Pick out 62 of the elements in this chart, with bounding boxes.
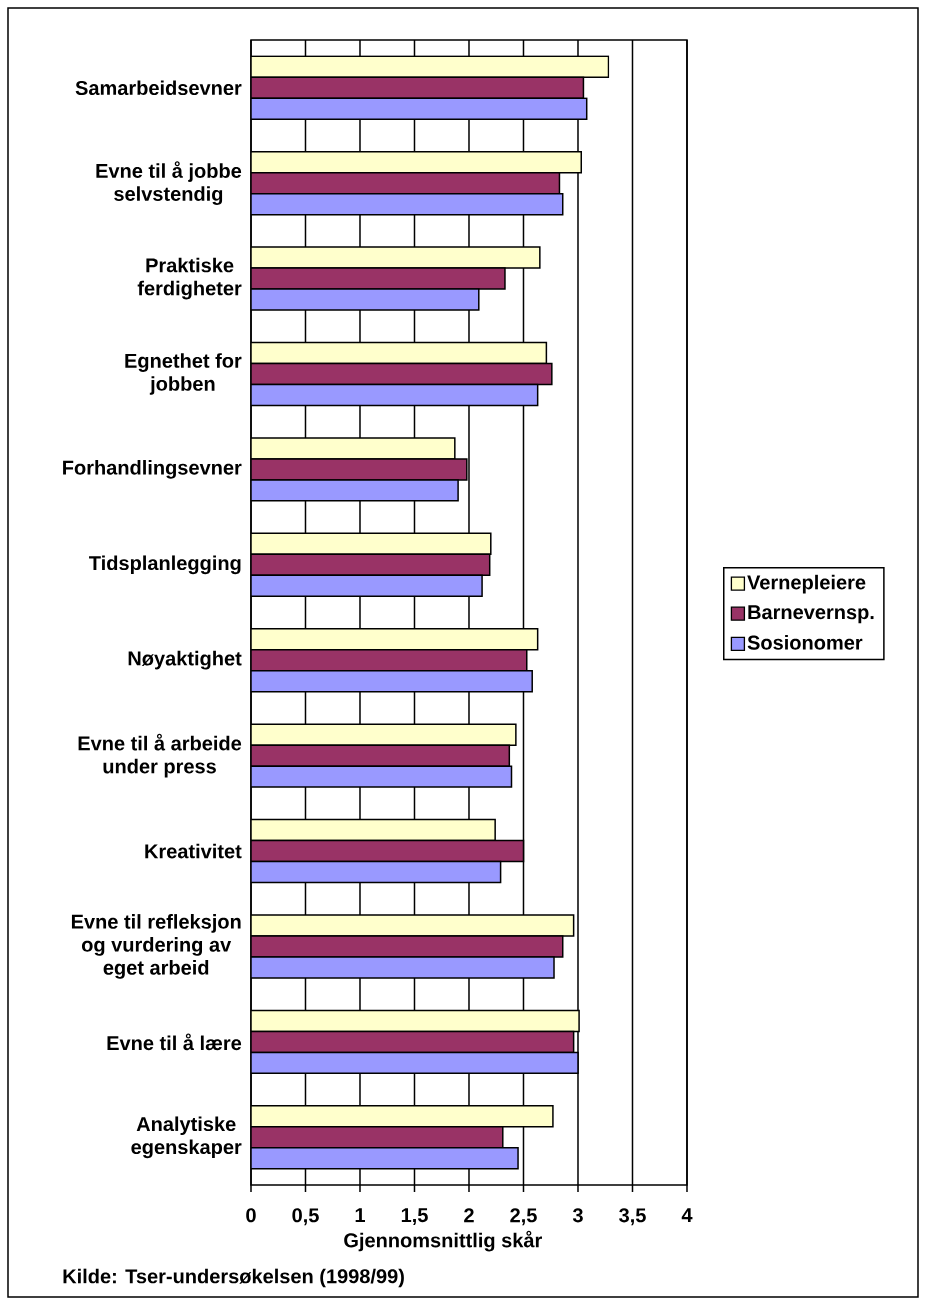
bar [251,669,533,693]
bar [251,288,480,311]
bar [251,76,585,99]
bar [251,553,491,577]
y-tick-label: Forhandlingsevner [63,460,242,479]
x-tick-label: 0 [246,1208,256,1223]
bar [251,192,564,216]
bar [251,171,561,195]
bar [251,765,513,788]
bar [251,383,539,407]
bar [251,1147,519,1170]
bar [251,723,517,746]
x-tick-label: 2,5 [510,1208,537,1226]
bar [251,1126,504,1149]
x-tick-label: 2 [464,1208,474,1223]
bar [251,150,583,174]
bar [251,362,553,386]
bar [251,744,511,767]
bar [251,956,555,979]
bar [251,1030,575,1054]
x-tick-label: 1 [355,1208,365,1222]
y-tick-label: Praktiske ferdigheter [137,257,242,300]
x-tick-label: 1,5 [401,1208,428,1226]
legend-label: Vernepleiere [747,574,866,594]
x-tick-label: 0,5 [292,1208,319,1226]
bar [251,818,496,842]
bar [251,1009,580,1033]
bar [251,574,483,598]
bar [251,55,610,78]
y-tick-label: Evne til å arbeide under press [78,733,242,778]
y-tick-label: Kreativitet [145,843,242,859]
y-tick-label: Evne til refleksjon og vurdering av eget arbeid [71,914,241,979]
bar [251,458,468,481]
bar [251,97,588,120]
bar [251,479,459,502]
bar [251,246,541,269]
y-tick-label: Tidsplanlegging [89,555,241,575]
bar [251,267,506,290]
bar [251,839,525,863]
legend-label: Barnevernsp. [748,605,874,624]
y-tick-label: Egnethet for jobben [125,353,242,395]
bar [251,1105,554,1128]
bar [251,648,528,672]
bar [251,1051,579,1075]
bar [251,437,456,460]
bar [251,935,564,958]
y-tick-label: Analytiske egenskaper [131,1116,242,1159]
text: Kilde: Tser-undersøkelsen (1998/99) [63,1268,404,1288]
x-axis-title: Gjennomsnittlig skår [344,1230,542,1252]
x-tick-label: 3,5 [619,1208,646,1226]
y-tick-label: Samarbeidsevner [75,80,242,96]
bar [251,341,548,365]
y-tick-label: Evne til å lære [107,1033,242,1051]
y-tick-label: Evne til å jobbe selvstendig [96,161,242,205]
bar [251,914,575,937]
bar [251,627,539,651]
legend-label: Sosionomer [747,635,863,650]
x-tick-label: 3 [572,1208,583,1223]
y-tick-label: Nøyaktighet [128,650,242,670]
bar [251,860,502,884]
x-tick-label: 4 [681,1208,693,1222]
bar [251,532,492,556]
